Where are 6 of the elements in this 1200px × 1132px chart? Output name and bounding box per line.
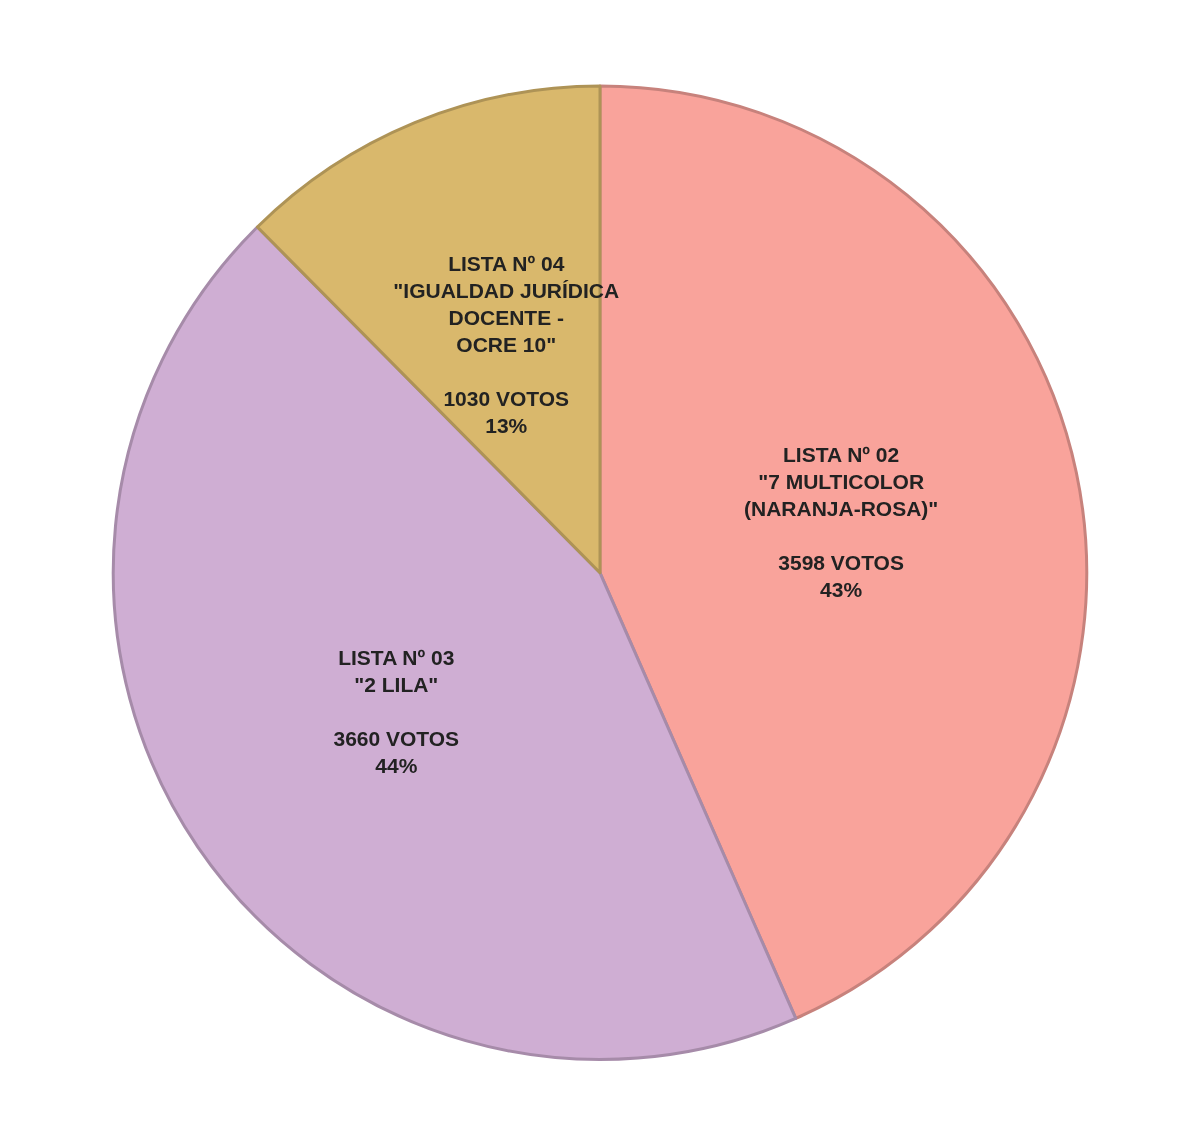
data-label: 1030 VOTOS 13% [443,387,570,438]
slice-label: LISTA Nº 04 "IGUALDAD JURÍDICA DOCENTE - OCRE 10" [393,252,620,357]
slice-label: LISTA Nº 02 "7 MULTICOLOR (NARANJA-ROSA)" [743,443,939,521]
slice-label: LISTA Nº 03 "2 LILA" [338,645,455,696]
data-label: 3598 VOTOS 43% [778,551,904,602]
data-label: 3660 VOTOS 44% [333,726,460,777]
